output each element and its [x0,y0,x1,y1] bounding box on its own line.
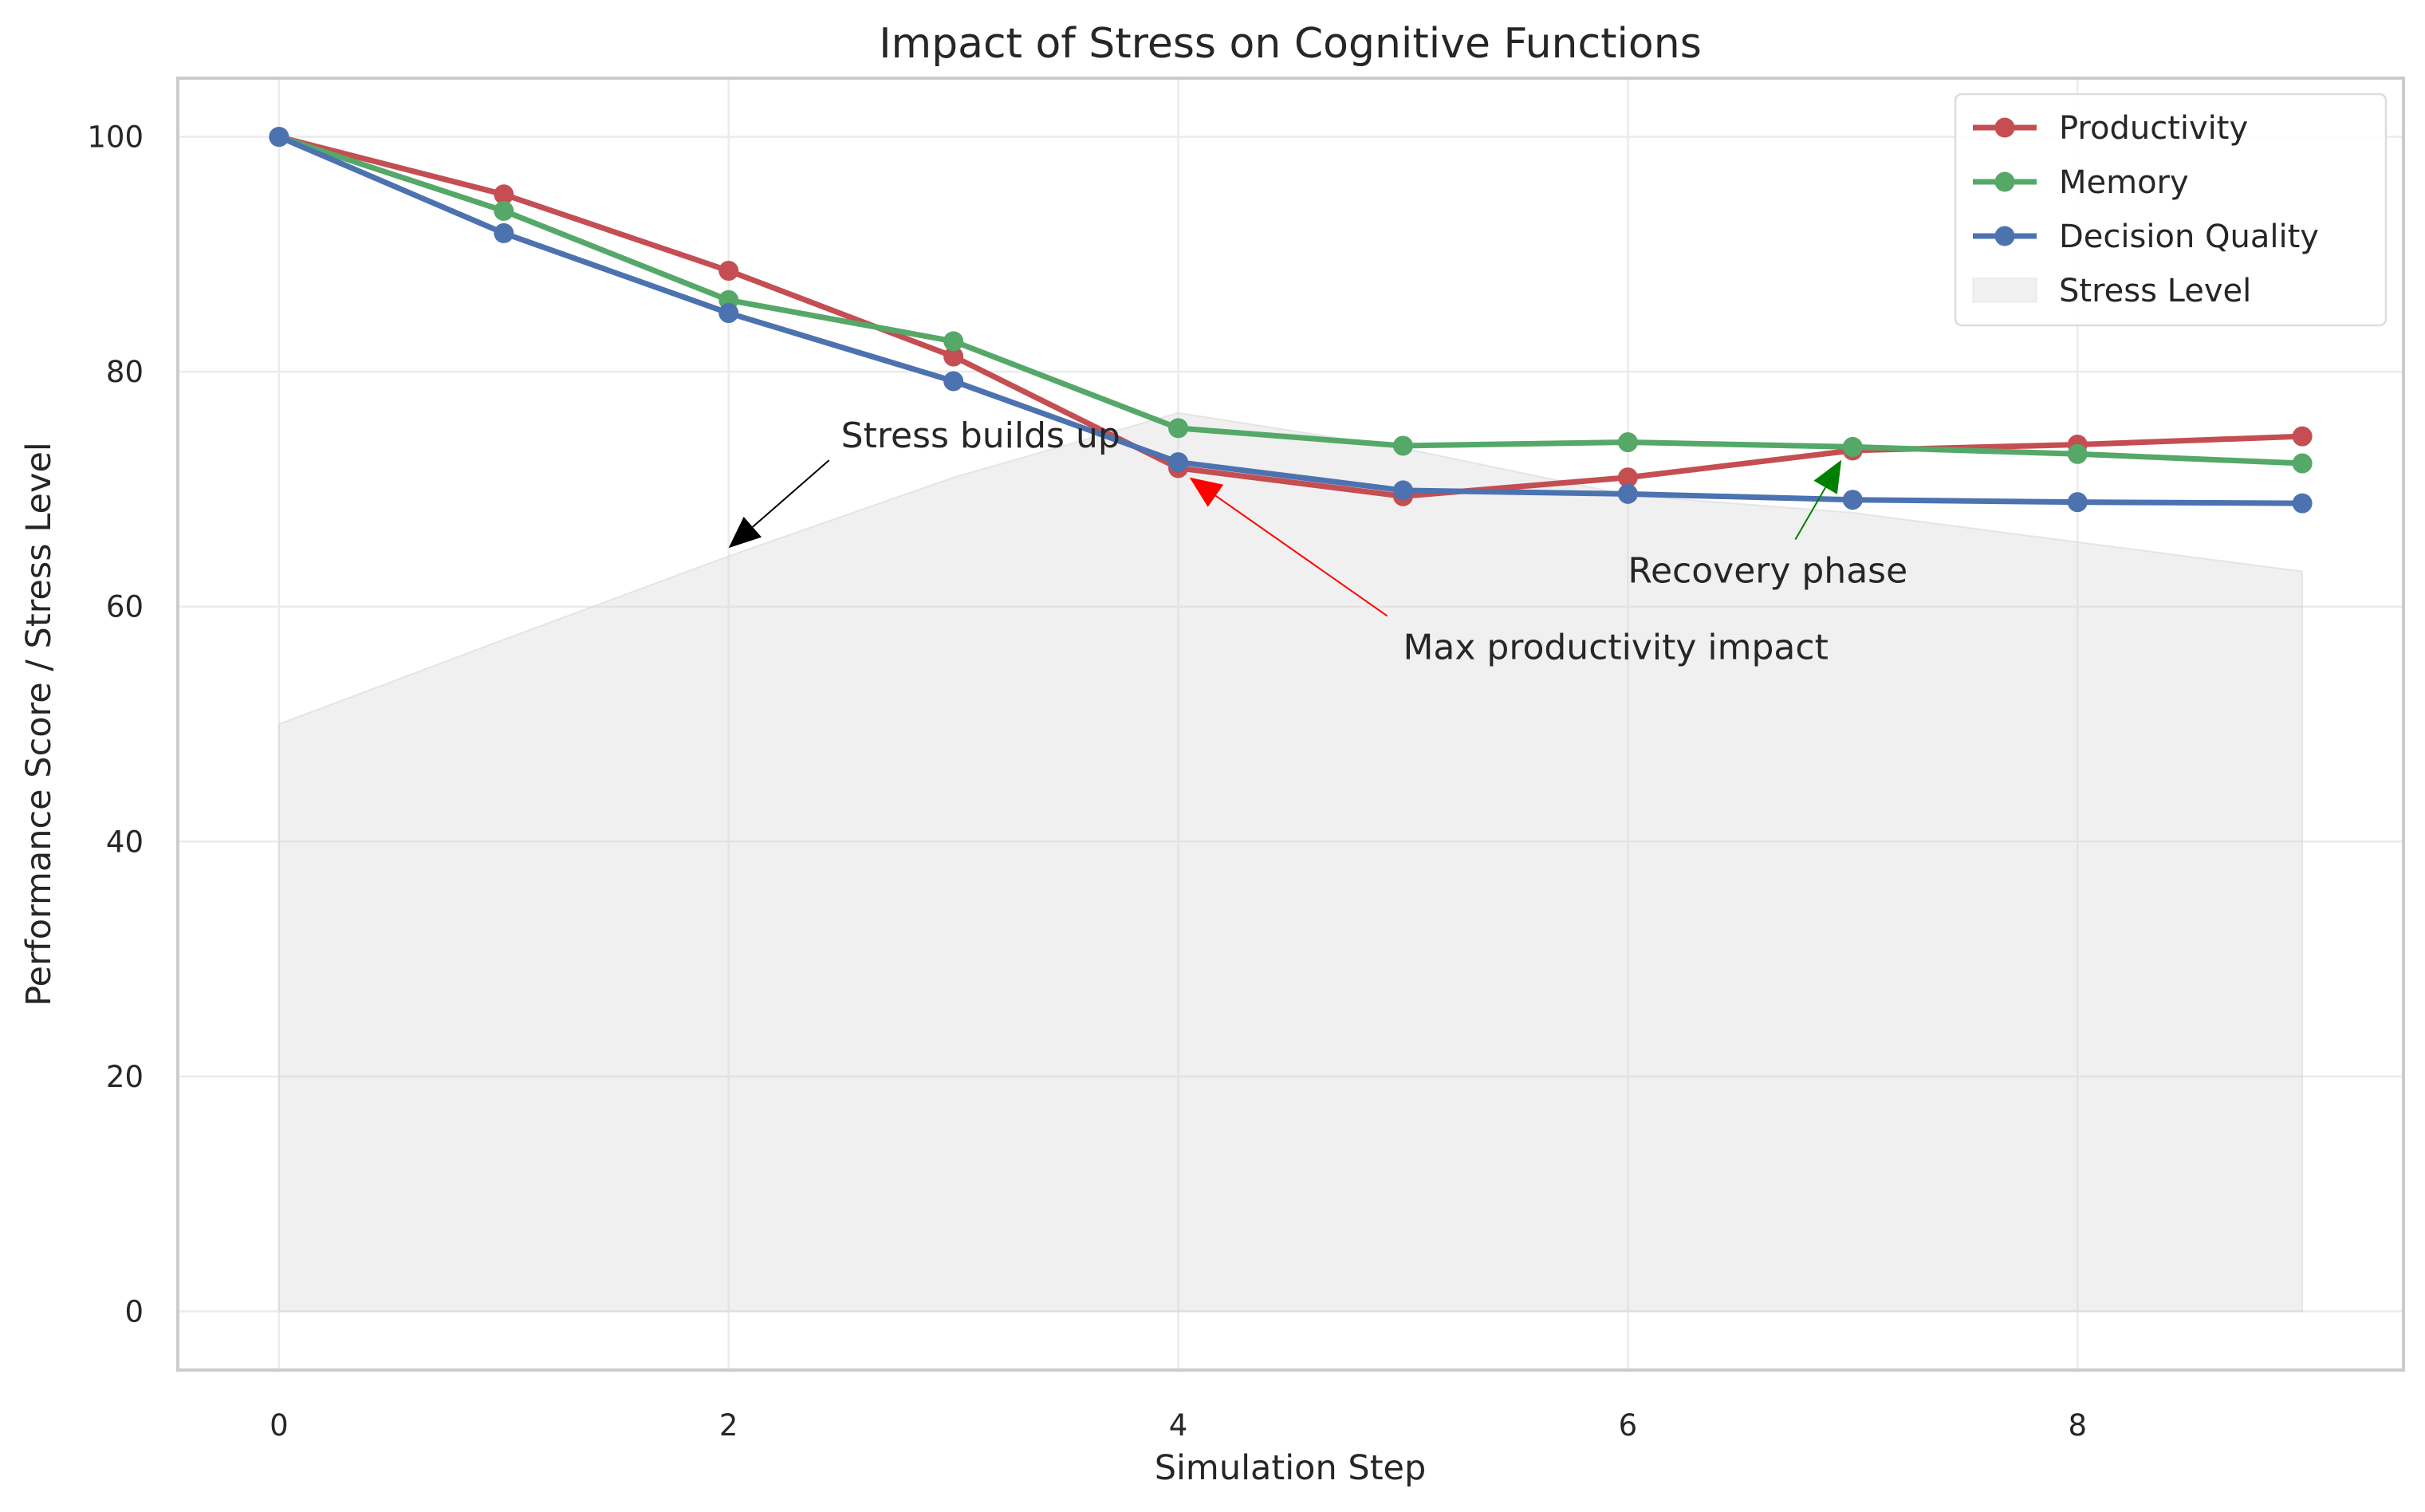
series-lines [269,127,2313,514]
legend-marker [1994,171,2015,192]
legend-box [1954,93,2388,327]
memory-point [1392,435,1413,456]
legend-swatch [1972,278,2037,303]
x-tick-label: 0 [270,1408,289,1443]
memory-point [2067,443,2088,464]
legend-label: Decision Quality [2059,219,2319,255]
productivity-point [1617,467,1638,488]
productivity-point [943,346,964,367]
decision-quality-point [2067,492,2088,513]
productivity-point [718,261,739,282]
annotation-text: Recovery phase [1628,551,1907,592]
annotation-arrow-head [728,516,762,549]
decision-quality-point [1168,452,1189,473]
plot-frame [176,77,2405,1372]
decision-quality-point [718,303,739,324]
decision-quality-point [1392,480,1413,501]
y-tick-label: 40 [106,825,144,859]
annotation-arrow-head [1813,459,1842,494]
memory-point [1842,436,1863,457]
productivity-point [494,184,514,205]
annotations: Stress builds up Max productivity impact R… [728,415,1907,667]
memory-point [1168,418,1189,439]
decision-quality-line [278,134,2303,506]
y-tick-label: 60 [106,590,144,624]
decision-quality-point [269,127,289,148]
memory-point [1617,432,1638,453]
decision-quality-point [2292,493,2313,514]
x-tick-label: 4 [1169,1408,1188,1443]
memory-point [2292,453,2313,474]
memory-line [278,134,2303,467]
memory-point [494,200,514,221]
y-axis-label: Performance Score / Stress Level [19,442,59,1006]
legend-marker [1994,226,2015,246]
y-tick-label: 20 [106,1060,144,1094]
productivity-point [2292,426,2313,447]
y-tick-label: 80 [106,355,144,389]
annotation-text: Max productivity impact [1403,627,1828,667]
x-tick-label: 8 [2068,1408,2087,1443]
annotation-arrow-head [1189,477,1224,507]
annotation-arrow-line [752,459,830,528]
legend-label: Memory [2059,164,2189,201]
x-tick-label: 6 [1619,1408,1638,1443]
productivity-line [278,134,2303,499]
decision-quality-point [1842,490,1863,510]
x-axis-label: Simulation Step [1155,1448,1427,1488]
annotation-text: Stress builds up [841,415,1120,456]
y-tick-label: 0 [124,1294,144,1329]
annotation-arrow-line [1214,494,1388,617]
decision-quality-point [494,222,514,243]
legend-marker [1994,117,2015,138]
decision-quality-point [943,371,964,392]
legend-label: Productivity [2059,110,2248,147]
chart-title: Impact of Stress on Cognitive Functions [879,20,1702,68]
annotation-arrow-line [1794,486,1827,541]
memory-point [943,331,964,352]
legend: Productivity Memory Decision Quality Stress… [1954,93,2388,327]
legend-label: Stress Level [2059,273,2251,309]
y-tick-label: 100 [87,120,144,155]
decision-quality-point [1617,483,1638,504]
x-tick-label: 2 [719,1408,738,1443]
